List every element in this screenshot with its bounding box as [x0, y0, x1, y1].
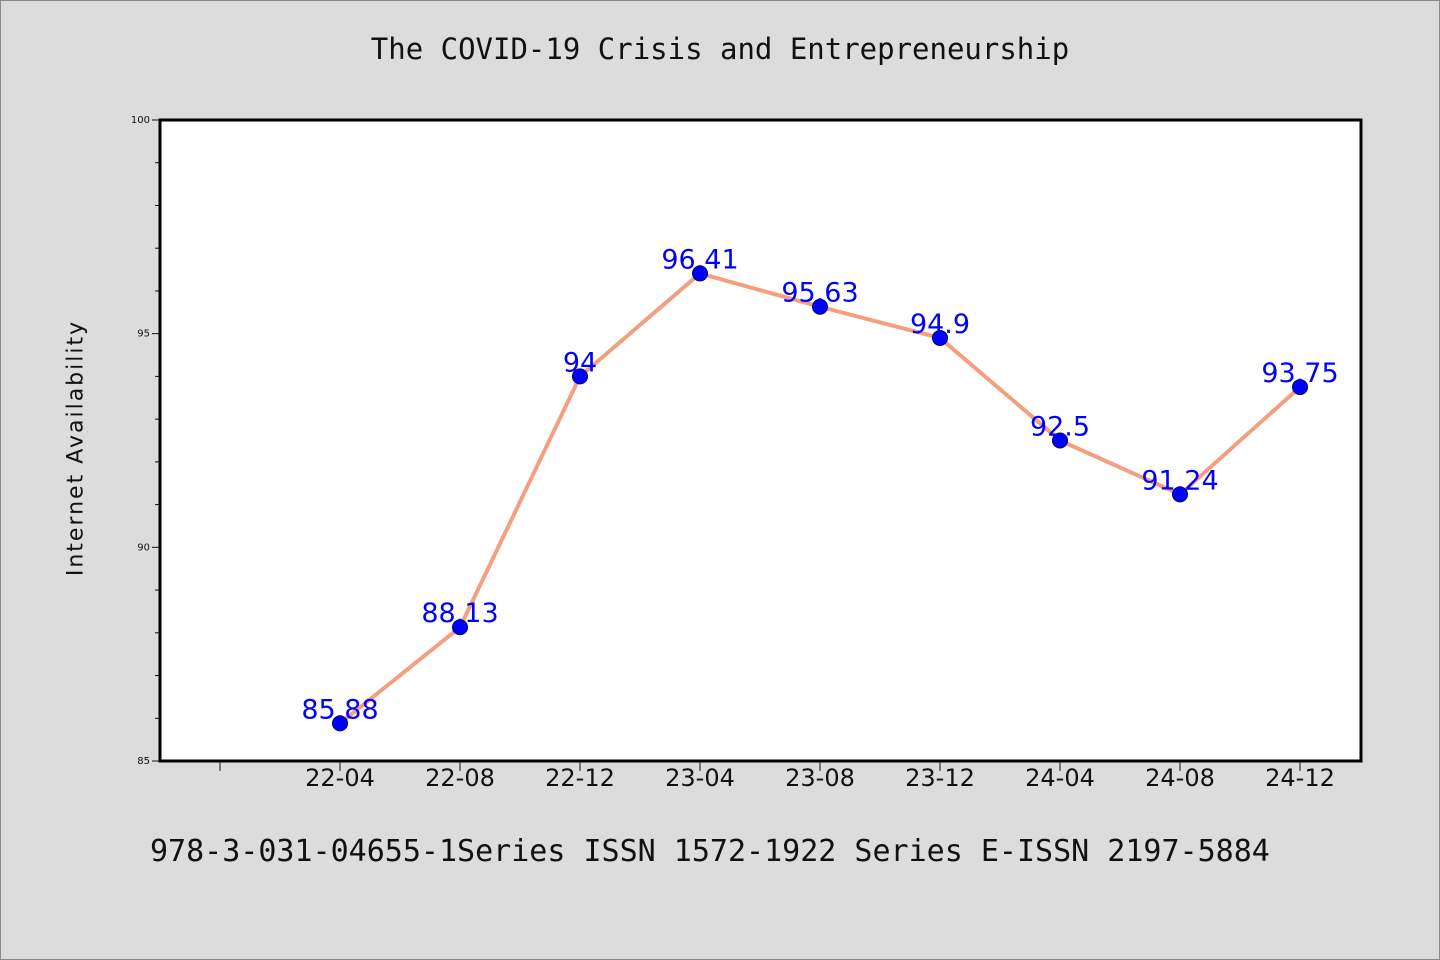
data-point	[572, 368, 588, 385]
data-label: 85.88	[301, 694, 378, 725]
data-label: 93.75	[1261, 358, 1338, 389]
x-tick-label: 24-12	[1265, 764, 1335, 792]
data-point	[1172, 486, 1188, 503]
x-tick-label: 22-12	[545, 764, 615, 792]
data-point	[692, 265, 708, 282]
x-tick-label: 24-08	[1145, 764, 1215, 792]
data-point	[812, 298, 828, 315]
x-tick-label: 23-04	[665, 764, 735, 792]
data-point	[1292, 379, 1308, 396]
data-label: 95.63	[781, 278, 858, 309]
data-point	[452, 619, 468, 636]
footer-note: 978-3-031-04655-1Series ISSN 1572-1922 S…	[150, 834, 1270, 869]
x-tick-label: 23-08	[785, 764, 855, 792]
plot-border	[158, 118, 1363, 763]
x-tick-label: 22-08	[425, 764, 495, 792]
data-label: 94.9	[910, 309, 970, 340]
data-label: 96.41	[661, 244, 738, 275]
y-tick-label: 85	[137, 756, 150, 767]
data-point	[1052, 432, 1068, 449]
y-tick-label: 95	[137, 329, 150, 340]
data-label: 92.5	[1030, 412, 1090, 443]
data-label: 94	[563, 347, 597, 378]
data-label: 88.13	[421, 598, 498, 629]
x-tick-label: 23-12	[905, 764, 975, 792]
chart-title: The COVID-19 Crisis and Entrepreneurship	[370, 32, 1070, 66]
data-point	[932, 329, 948, 346]
data-point	[332, 715, 348, 732]
plot-area	[160, 120, 1361, 761]
data-label: 91.24	[1141, 465, 1218, 496]
x-tick-label: 22-04	[305, 764, 375, 792]
y-tick-label: 100	[131, 115, 150, 126]
x-tick-label: 24-04	[1025, 764, 1095, 792]
y-tick-label: 90	[137, 542, 150, 553]
